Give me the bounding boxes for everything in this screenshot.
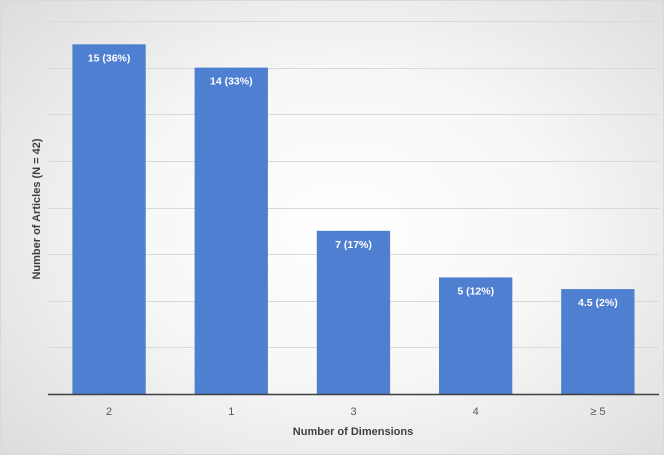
y-axis-title: Number of Articles (N = 42) [31,138,43,279]
x-tick-label-1: 1 [228,406,234,418]
bars [72,44,635,395]
x-tick-labels: 2 1 3 4 ≥ 5 [106,406,605,418]
bar-1 [194,67,268,394]
x-axis-title: Number of Dimensions [293,426,413,438]
data-label-3: 5 (12%) [457,285,494,297]
x-tick-label-3: 4 [473,406,479,418]
data-label-0: 15 (36%) [88,52,131,64]
data-label-4: 4.5 (2%) [578,297,618,309]
data-labels: 15 (36%) 14 (33%) 7 (17%) 5 (12%) 4.5 (2%) [88,52,618,309]
x-tick-label-4: ≥ 5 [590,406,605,418]
x-tick-label-2: 3 [350,406,356,418]
bar-3 [439,277,513,394]
bar-4 [561,289,635,394]
data-label-1: 14 (33%) [210,76,253,88]
bar-0 [72,44,146,395]
x-tick-label-0: 2 [106,406,112,418]
bar-2 [316,230,391,394]
data-label-2: 7 (17%) [335,239,372,251]
